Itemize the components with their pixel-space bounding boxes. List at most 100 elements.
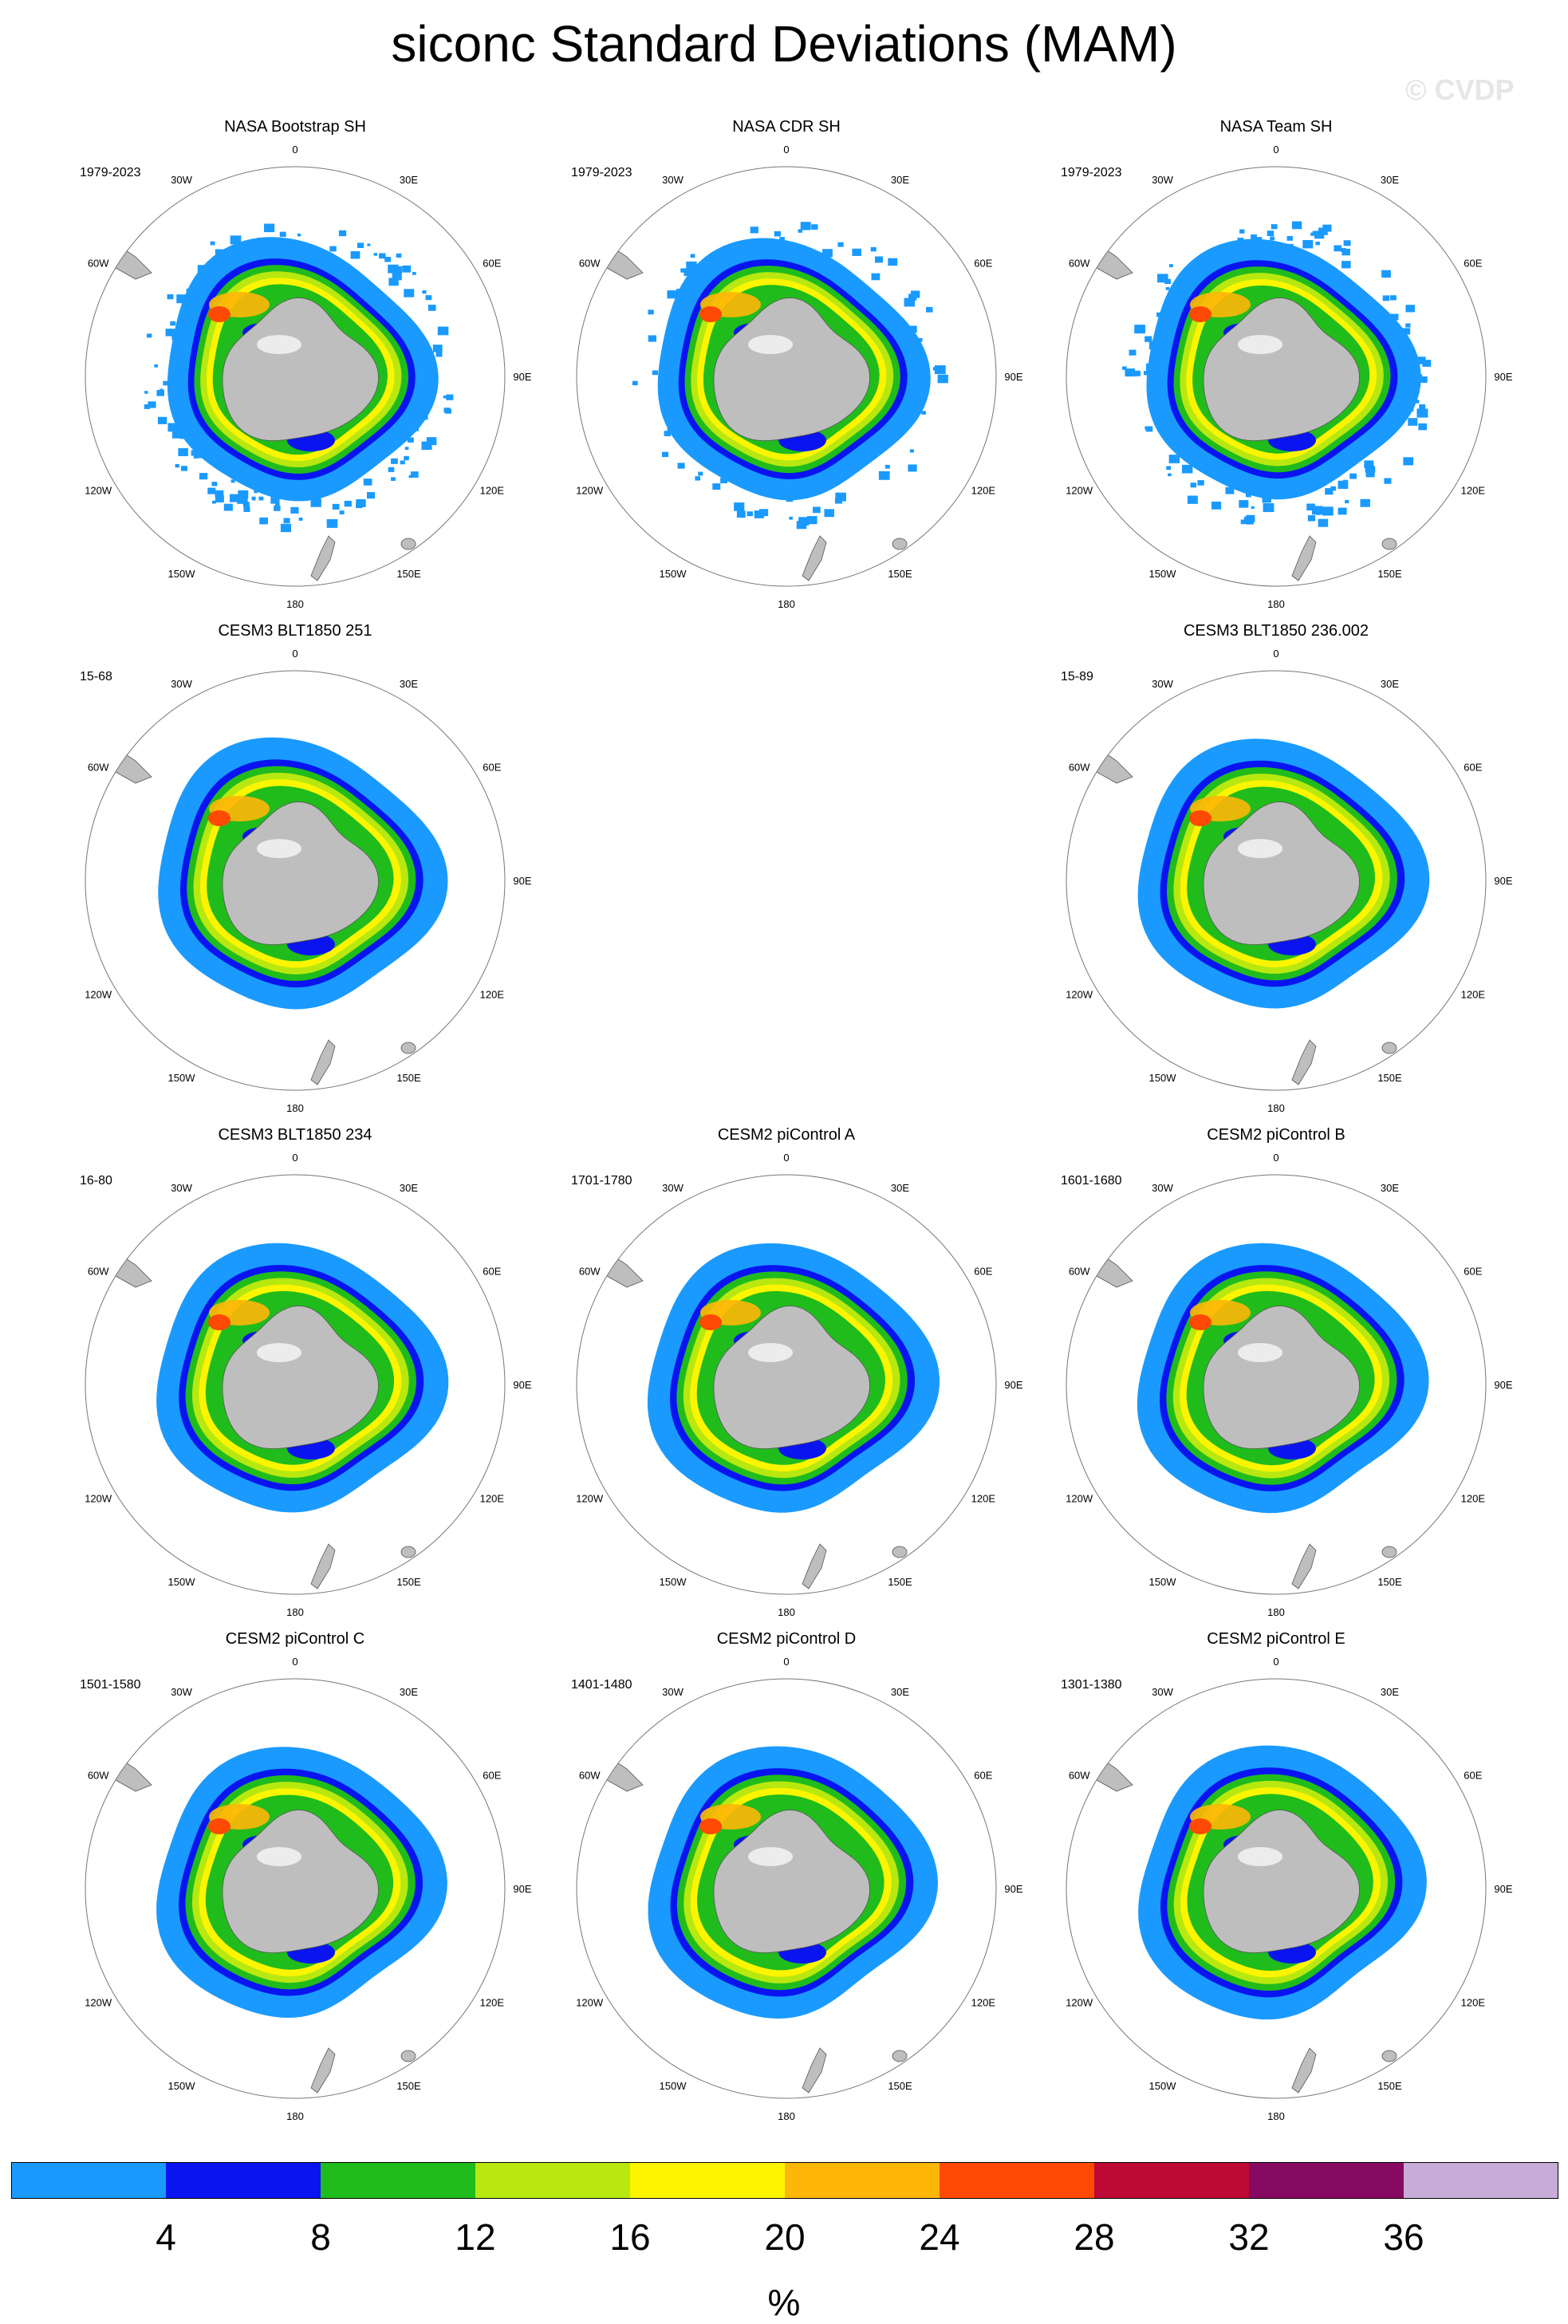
obs-speck bbox=[212, 500, 216, 504]
longitude-label: 60E bbox=[1464, 258, 1482, 270]
map-boundary-circle bbox=[576, 1174, 997, 1595]
obs-speck bbox=[408, 475, 412, 479]
obs-speck bbox=[1188, 278, 1192, 281]
ice-variability-field bbox=[581, 1240, 940, 1589]
panel-title: CESM2 piControl B bbox=[1207, 1126, 1345, 1144]
obs-speck bbox=[196, 450, 207, 459]
obs-speck bbox=[223, 503, 233, 511]
colorbar-swatch bbox=[630, 2162, 785, 2199]
obs-speck bbox=[798, 517, 810, 526]
obs-speck bbox=[392, 272, 402, 281]
obs-speck bbox=[421, 441, 432, 451]
longitude-label: 60E bbox=[1464, 762, 1482, 774]
polar-map: 030E60E90E120E150E180150W120W90W60W30W bbox=[85, 1152, 532, 1618]
high-variability-patch bbox=[208, 1818, 230, 1834]
obs-speck bbox=[661, 451, 669, 458]
longitude-label: 0 bbox=[292, 1152, 297, 1164]
panel-title: CESM2 piControl C bbox=[225, 1630, 365, 1648]
obs-speck bbox=[1365, 470, 1375, 478]
obs-speck bbox=[684, 268, 694, 276]
obs-speck bbox=[402, 265, 412, 273]
longitude-label: 120E bbox=[480, 989, 505, 1001]
obs-speck bbox=[652, 370, 659, 376]
map-boundary-circle bbox=[85, 1174, 506, 1595]
south-america-landmass bbox=[581, 232, 644, 280]
longitude-label: 30E bbox=[400, 1686, 418, 1698]
ice-variability-field bbox=[90, 1240, 449, 1589]
obs-speck bbox=[1405, 305, 1415, 313]
polar-map: 030E60E90E120E150E180150W120W90W60W30W bbox=[1066, 648, 1513, 1114]
obs-speck bbox=[178, 447, 188, 456]
tasmania-landmass bbox=[400, 1546, 416, 1558]
obs-speck bbox=[1267, 230, 1274, 237]
obs-speck bbox=[1215, 248, 1223, 254]
longitude-label: 60W bbox=[88, 1266, 109, 1278]
coastal-gap bbox=[257, 839, 301, 858]
longitude-label: 30E bbox=[891, 1182, 909, 1194]
ice-variability-field bbox=[581, 222, 948, 581]
obs-speck bbox=[632, 380, 638, 386]
obs-speck bbox=[1322, 506, 1334, 516]
longitude-label: 60E bbox=[483, 258, 501, 270]
obs-speck bbox=[391, 458, 398, 464]
obs-speck bbox=[680, 268, 686, 273]
south-america-landmass bbox=[1071, 1744, 1133, 1792]
obs-speck bbox=[1338, 507, 1347, 515]
polar-map: 030E60E90E120E150E180150W120W90W60W30W bbox=[1066, 1656, 1513, 2122]
colorbar-swatch bbox=[321, 2162, 475, 2199]
obs-speck bbox=[789, 516, 793, 520]
longitude-label: 150W bbox=[660, 1576, 687, 1588]
ice-variability-field bbox=[1071, 1744, 1427, 2094]
obs-speck bbox=[388, 278, 399, 286]
coastal-gap bbox=[1238, 839, 1282, 858]
longitude-label: 90E bbox=[1004, 371, 1022, 383]
panel-title: CESM3 BLT1850 234 bbox=[218, 1126, 372, 1144]
obs-speck bbox=[148, 401, 156, 408]
longitude-label: 30E bbox=[891, 174, 909, 186]
longitude-label: 60E bbox=[1464, 1266, 1482, 1278]
obs-speck bbox=[1322, 224, 1332, 232]
obs-speck bbox=[911, 290, 920, 298]
obs-speck bbox=[871, 273, 881, 281]
longitude-label: 120E bbox=[971, 1493, 996, 1505]
obs-speck bbox=[1174, 295, 1180, 300]
obs-speck bbox=[806, 516, 817, 525]
obs-speck bbox=[1349, 473, 1357, 479]
obs-speck bbox=[1144, 371, 1149, 376]
obs-speck bbox=[1271, 224, 1278, 230]
tasmania-landmass bbox=[892, 1546, 908, 1558]
obs-speck bbox=[1325, 488, 1334, 495]
obs-speck bbox=[176, 294, 187, 304]
panel-period: 1701-1780 bbox=[571, 1174, 632, 1188]
obs-speck bbox=[800, 222, 811, 230]
longitude-label: 150E bbox=[1377, 568, 1402, 580]
obs-speck bbox=[921, 411, 926, 415]
longitude-label: 180 bbox=[1267, 598, 1285, 610]
obs-speck bbox=[237, 495, 248, 504]
high-variability-patch bbox=[699, 1818, 722, 1834]
obs-speck bbox=[1345, 499, 1349, 504]
longitude-label: 0 bbox=[292, 144, 297, 156]
map-boundary-circle bbox=[85, 166, 506, 587]
obs-speck bbox=[1364, 462, 1372, 468]
longitude-label: 180 bbox=[286, 1606, 304, 1618]
south-america-landmass bbox=[90, 232, 152, 280]
obs-speck bbox=[167, 423, 179, 432]
obs-speck bbox=[356, 498, 366, 507]
obs-speck bbox=[1246, 518, 1254, 525]
longitude-label: 150W bbox=[1149, 568, 1177, 580]
longitude-label: 60W bbox=[88, 1770, 109, 1782]
obs-speck bbox=[1422, 360, 1432, 367]
obs-speck bbox=[1166, 466, 1172, 471]
longitude-label: 150E bbox=[1377, 1072, 1402, 1084]
panel-period: 1401-1480 bbox=[571, 1678, 632, 1692]
obs-speck bbox=[180, 466, 187, 471]
obs-speck bbox=[391, 477, 396, 481]
map-boundary-circle bbox=[576, 166, 997, 587]
obs-speck bbox=[1190, 483, 1197, 488]
longitude-label: 60W bbox=[579, 258, 601, 270]
obs-speck bbox=[1239, 500, 1249, 508]
map-panel: 030E60E90E120E150E180150W120W90W60W30W CE… bbox=[80, 1126, 574, 1621]
longitude-label: 60W bbox=[1069, 1770, 1090, 1782]
south-america-landmass bbox=[581, 1744, 644, 1792]
